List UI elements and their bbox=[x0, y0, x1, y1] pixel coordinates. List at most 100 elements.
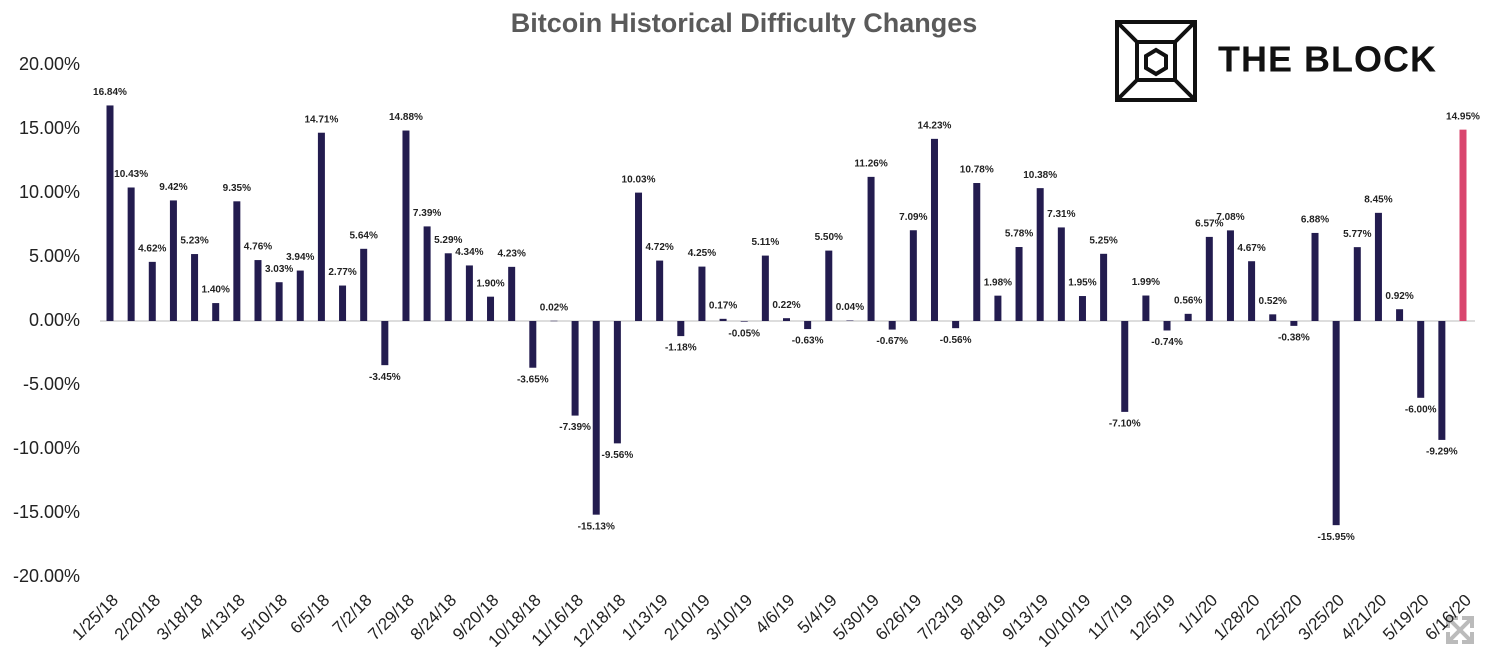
value-label: -15.95% bbox=[1318, 532, 1355, 543]
bar bbox=[804, 321, 812, 330]
bar bbox=[402, 130, 410, 321]
x-tick-label: 4/6/19 bbox=[752, 591, 799, 638]
value-label: -6.00% bbox=[1405, 404, 1437, 415]
bar bbox=[909, 230, 917, 321]
value-label: -15.13% bbox=[578, 521, 615, 532]
value-label: 4.25% bbox=[688, 248, 716, 259]
bar bbox=[1311, 232, 1319, 321]
value-label: 4.72% bbox=[645, 242, 673, 253]
bar bbox=[1396, 309, 1404, 321]
bar bbox=[994, 295, 1002, 321]
bar bbox=[825, 250, 833, 321]
value-label: 6.57% bbox=[1195, 219, 1223, 230]
bar bbox=[740, 321, 748, 322]
value-label: 9.35% bbox=[223, 183, 251, 194]
value-label: 9.42% bbox=[159, 182, 187, 193]
value-label: 1.95% bbox=[1068, 278, 1096, 289]
x-tick-label: 7/29/18 bbox=[364, 591, 418, 645]
bar bbox=[1332, 321, 1340, 526]
bar bbox=[1374, 212, 1382, 321]
value-label: 10.78% bbox=[960, 165, 994, 176]
bar bbox=[423, 226, 431, 321]
logo-icon bbox=[1115, 20, 1197, 102]
value-label: 5.64% bbox=[350, 230, 378, 241]
y-tick-label: 5.00% bbox=[29, 246, 80, 266]
value-label: 14.95% bbox=[1446, 111, 1480, 122]
value-label: -9.56% bbox=[602, 450, 634, 461]
x-tick-label: 1/13/19 bbox=[618, 591, 672, 645]
value-label: 5.77% bbox=[1343, 229, 1371, 240]
bar bbox=[1248, 261, 1256, 321]
bar bbox=[1121, 321, 1129, 412]
x-tick-label: 5/10/18 bbox=[238, 591, 292, 645]
bar bbox=[973, 183, 981, 321]
value-label: -0.63% bbox=[792, 336, 824, 347]
value-label: 5.78% bbox=[1005, 229, 1033, 240]
bar bbox=[656, 260, 664, 321]
value-label: -9.29% bbox=[1426, 447, 1458, 458]
bar bbox=[1459, 129, 1467, 321]
value-label: 4.76% bbox=[244, 242, 272, 253]
x-tick-label: 3/18/18 bbox=[153, 591, 207, 645]
bar bbox=[761, 255, 769, 321]
value-label: 14.71% bbox=[304, 114, 338, 125]
value-label: 8.45% bbox=[1364, 194, 1392, 205]
x-tick-label: 5/19/20 bbox=[1379, 591, 1433, 645]
value-label: 0.56% bbox=[1174, 295, 1202, 306]
bar bbox=[1078, 296, 1086, 321]
bar bbox=[846, 320, 854, 321]
bar bbox=[212, 303, 220, 321]
value-label: 1.98% bbox=[984, 277, 1012, 288]
bar bbox=[1100, 253, 1108, 321]
value-label: 4.34% bbox=[455, 247, 483, 258]
bar bbox=[783, 318, 790, 321]
value-label: 0.17% bbox=[709, 300, 737, 311]
y-tick-label: -10.00% bbox=[13, 438, 80, 458]
value-label: 5.50% bbox=[815, 232, 843, 243]
x-tick-label: 12/5/19 bbox=[1125, 591, 1179, 645]
value-label: 14.23% bbox=[918, 120, 952, 131]
value-label: 10.03% bbox=[622, 174, 656, 185]
bar bbox=[1057, 227, 1065, 321]
x-tick-label: 2/10/19 bbox=[660, 591, 714, 645]
x-tick-label: 3/10/19 bbox=[703, 591, 757, 645]
x-tick-label: 4/21/20 bbox=[1337, 591, 1391, 645]
bar bbox=[106, 105, 114, 321]
value-label: -1.18% bbox=[665, 343, 697, 354]
x-tick-label: 8/24/18 bbox=[407, 591, 461, 645]
value-label: 0.04% bbox=[836, 302, 864, 313]
bar bbox=[508, 266, 516, 321]
bar bbox=[148, 261, 156, 321]
x-tick-label: 7/23/19 bbox=[914, 591, 968, 645]
value-label: -7.10% bbox=[1109, 419, 1141, 430]
value-label: 7.31% bbox=[1047, 209, 1075, 220]
bar bbox=[1269, 314, 1277, 321]
x-tick-label: 4/13/18 bbox=[195, 591, 249, 645]
value-label: -3.45% bbox=[369, 372, 401, 383]
value-label: 7.09% bbox=[899, 212, 927, 223]
bar bbox=[613, 321, 621, 444]
bar bbox=[635, 192, 643, 321]
bar bbox=[1163, 321, 1171, 331]
value-label: 7.39% bbox=[413, 208, 441, 219]
y-tick-label: -5.00% bbox=[23, 374, 80, 394]
bar bbox=[487, 296, 495, 321]
x-tick-label: 1/28/20 bbox=[1210, 591, 1264, 645]
value-label: -0.05% bbox=[728, 328, 760, 339]
value-label: 3.03% bbox=[265, 264, 293, 275]
bar bbox=[698, 266, 706, 321]
bar bbox=[1438, 321, 1446, 440]
bar bbox=[1036, 188, 1044, 321]
value-label: 5.11% bbox=[751, 237, 779, 248]
bar bbox=[719, 318, 727, 321]
x-tick-label: 2/25/20 bbox=[1252, 591, 1306, 645]
value-label: 14.88% bbox=[389, 112, 423, 123]
bar bbox=[339, 285, 347, 321]
value-label: 1.99% bbox=[1132, 277, 1160, 288]
x-tick-label: 6/5/18 bbox=[287, 591, 334, 638]
bar bbox=[1184, 313, 1192, 321]
value-label: 2.77% bbox=[328, 267, 356, 278]
value-label: 0.02% bbox=[540, 302, 568, 313]
y-tick-label: 10.00% bbox=[19, 182, 80, 202]
